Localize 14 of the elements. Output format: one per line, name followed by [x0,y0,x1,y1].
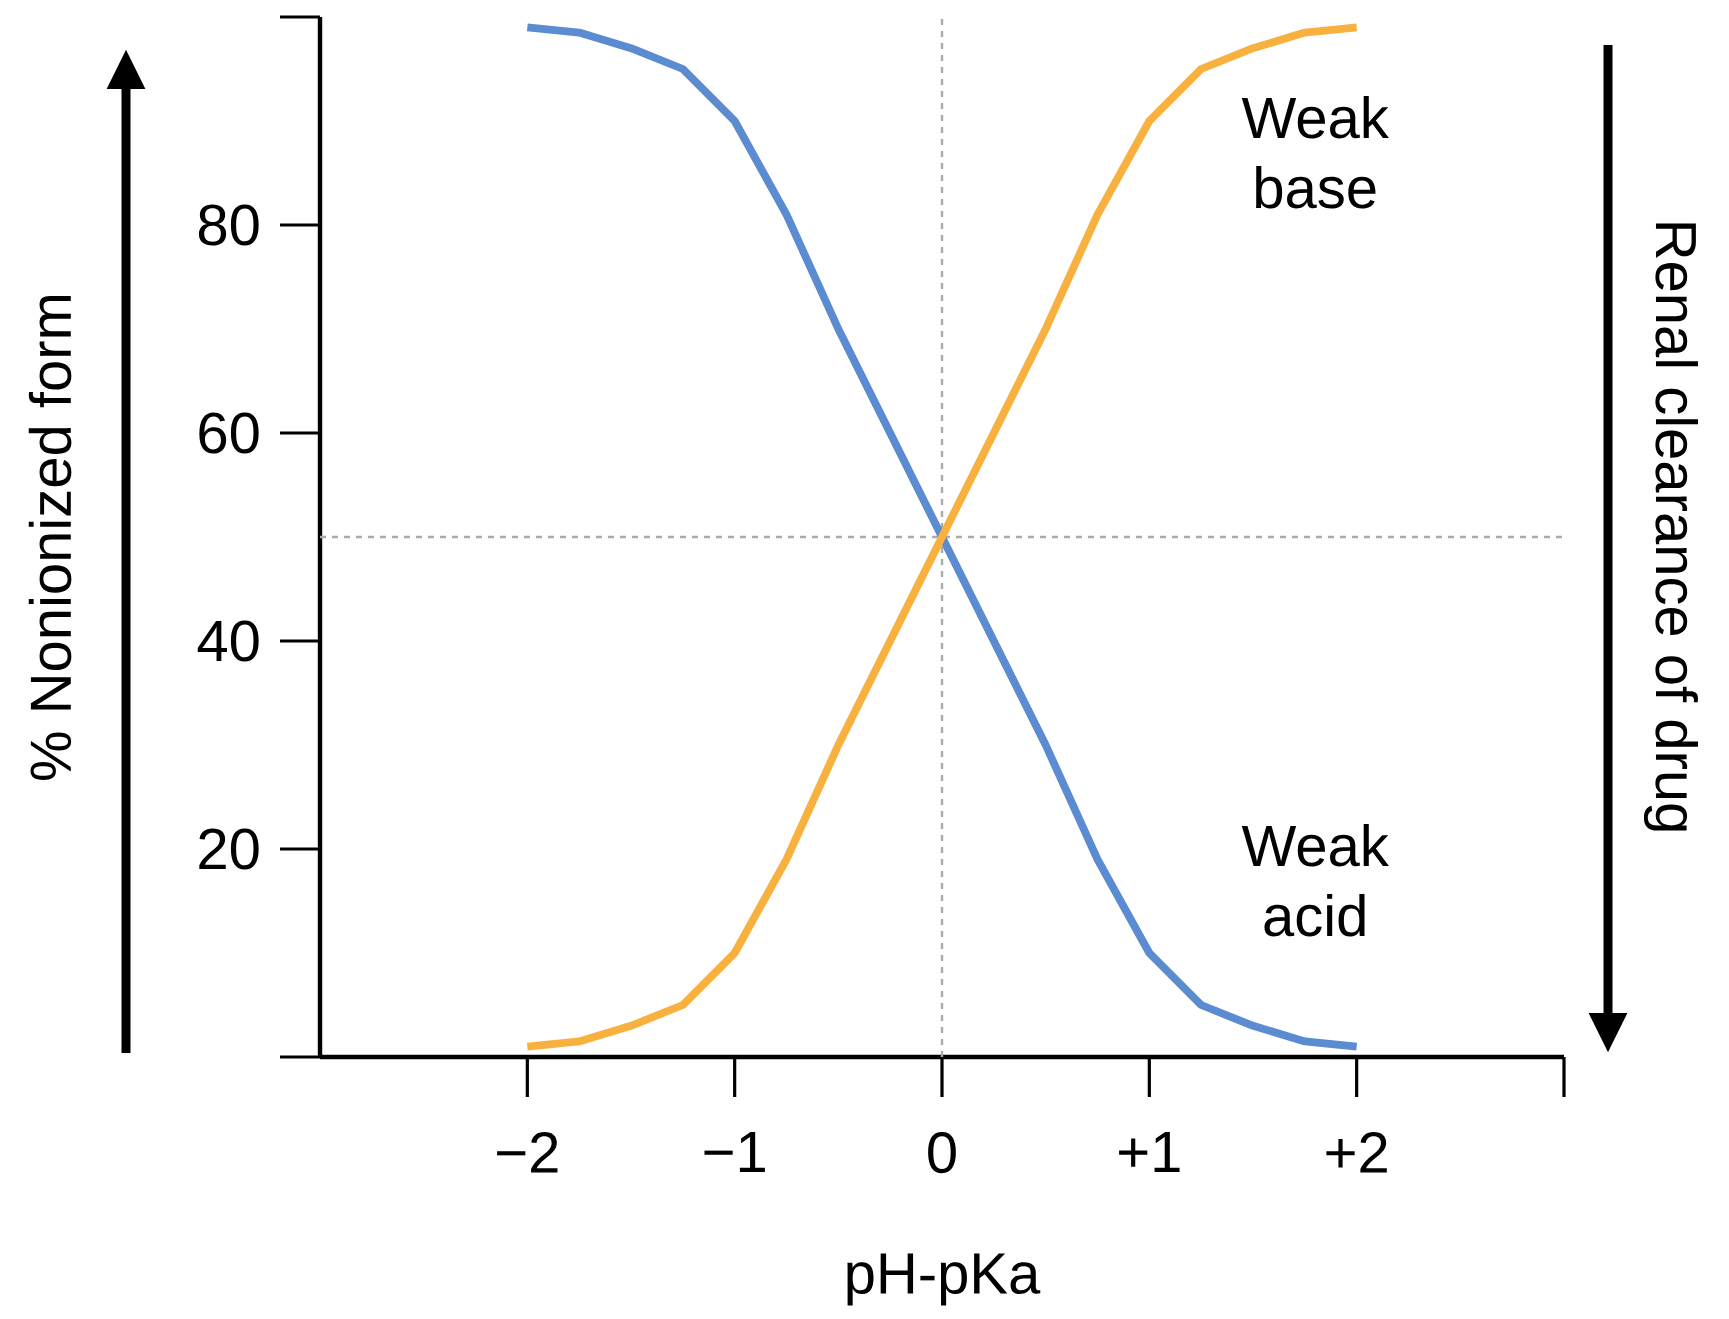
y-tick-label: 20 [199,828,259,870]
x-tick-label: +1 [1119,1132,1180,1172]
y-axis-title: % Nonionized form [28,295,72,780]
x-tick-label: −2 [497,1132,558,1173]
y-tick-label: 80 [198,204,259,246]
x-tick-label: −1 [704,1132,765,1172]
y2-axis-title: Renal clearance of drug [1643,223,1699,831]
series-label: Weak base [1241,95,1389,209]
x-tick-label: +2 [1326,1132,1387,1173]
series-label: Weak acid [1241,823,1389,937]
y-tick-label: 40 [197,620,259,662]
x-axis-title: pH-pKa [847,1253,1041,1306]
y-tick-label: 60 [199,412,259,454]
x-tick-label: 0 [928,1132,956,1174]
